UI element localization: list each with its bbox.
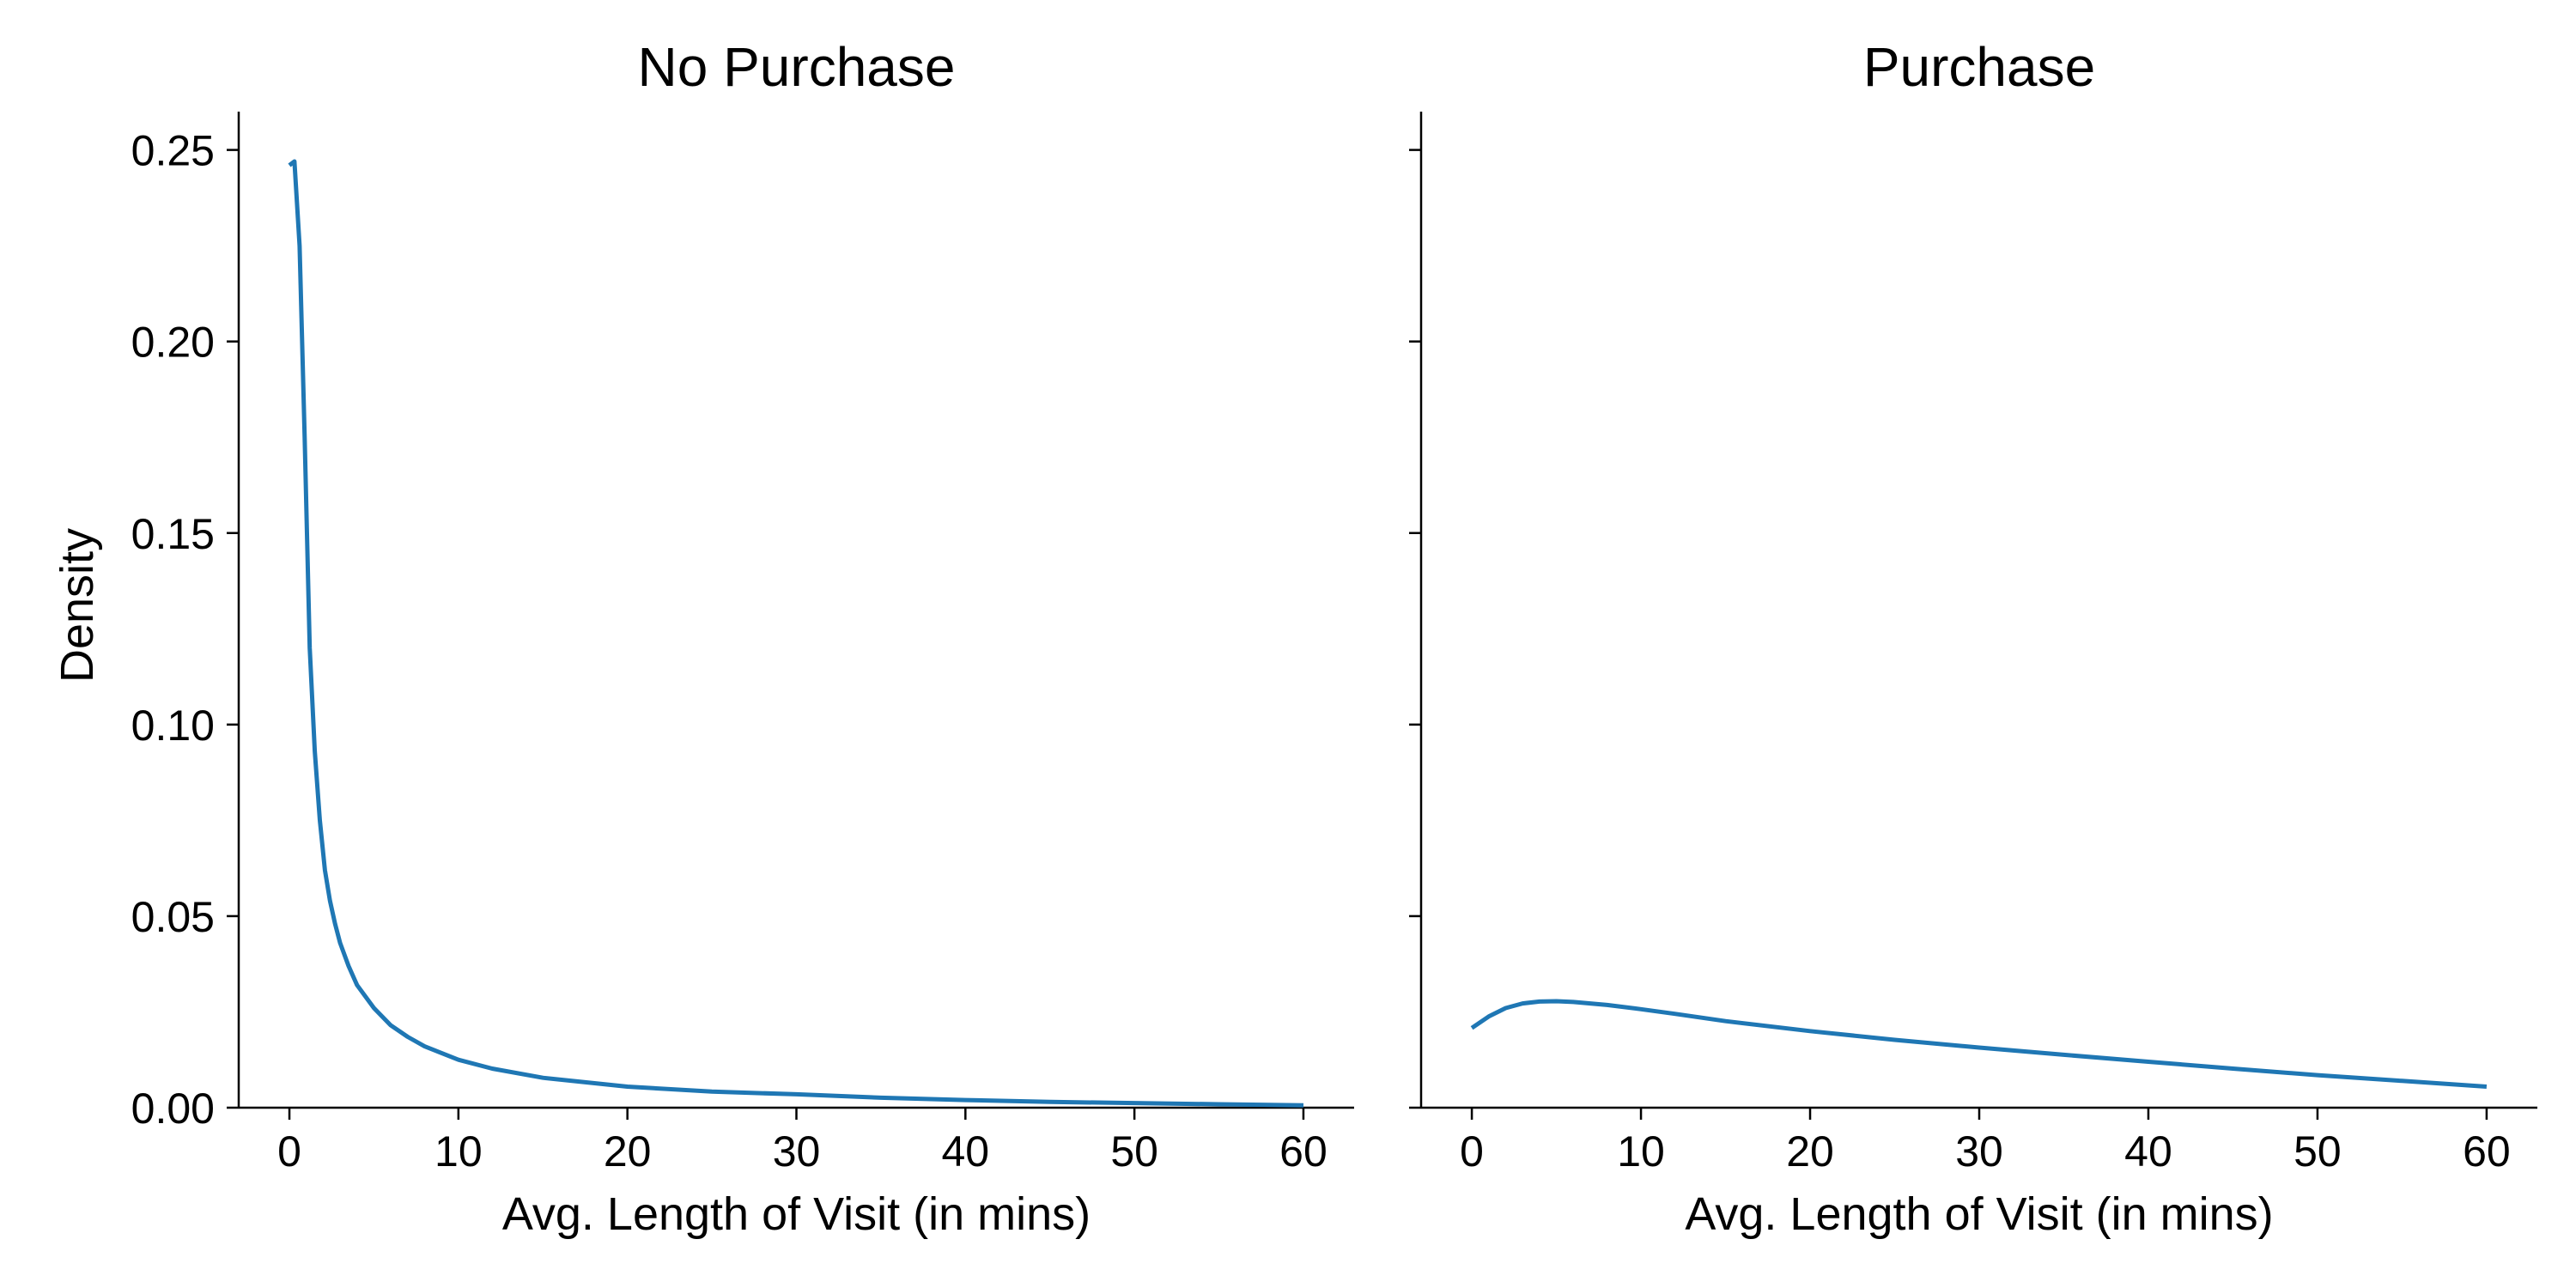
y-tick-label: 0.05: [131, 893, 215, 941]
x-tick-label: 20: [604, 1127, 652, 1176]
y-tick-label: 0.25: [131, 127, 215, 175]
x-tick-label: 50: [1110, 1127, 1158, 1176]
x-tick-label: 0: [1460, 1127, 1484, 1176]
density-line: [288, 159, 1304, 1108]
panel-title: Purchase: [1863, 36, 2095, 98]
y-axis-label: Density: [52, 528, 103, 683]
y-tick-label: 0.10: [131, 702, 215, 750]
x-tick-label: 30: [773, 1127, 821, 1176]
x-tick-label: 60: [1279, 1127, 1327, 1176]
y-tick-label: 0.20: [131, 319, 215, 367]
density-line: [1470, 999, 2488, 1089]
x-axis-label: Avg. Length of Visit (in mins): [502, 1188, 1091, 1240]
x-tick-label: 60: [2463, 1127, 2511, 1176]
x-tick-label: 20: [1786, 1127, 1834, 1176]
y-tick-label: 0.15: [131, 510, 215, 558]
x-tick-label: 0: [277, 1127, 301, 1176]
x-tick-label: 10: [434, 1127, 483, 1176]
panel-title: No Purchase: [638, 36, 956, 98]
x-axis-label: Avg. Length of Visit (in mins): [1685, 1188, 2273, 1240]
x-tick-label: 40: [2124, 1127, 2172, 1176]
x-tick-label: 40: [942, 1127, 990, 1176]
x-tick-label: 10: [1617, 1127, 1665, 1176]
x-tick-label: 50: [2293, 1127, 2342, 1176]
x-tick-label: 30: [1955, 1127, 2003, 1176]
y-tick-label: 0.00: [131, 1084, 215, 1133]
